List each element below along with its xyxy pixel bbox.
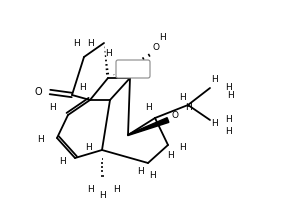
Text: H: H — [87, 40, 93, 49]
FancyBboxPatch shape — [116, 60, 150, 78]
Text: H: H — [225, 83, 231, 92]
Text: H: H — [212, 75, 218, 84]
Text: H: H — [100, 192, 106, 201]
Text: H: H — [137, 167, 143, 176]
Text: H: H — [49, 103, 55, 112]
Text: Abs: Abs — [126, 64, 140, 73]
Text: H: H — [225, 128, 231, 136]
Text: H: H — [212, 120, 218, 129]
Text: H: H — [79, 83, 85, 92]
Text: O: O — [34, 87, 42, 97]
Text: O: O — [153, 43, 160, 52]
Text: H: H — [113, 185, 119, 194]
Text: H: H — [149, 172, 155, 181]
Text: H: H — [59, 157, 65, 166]
Text: H: H — [167, 152, 173, 161]
Text: H: H — [159, 33, 165, 42]
Text: H: H — [37, 135, 43, 144]
Text: H: H — [179, 143, 185, 153]
Text: H: H — [179, 93, 185, 102]
Text: H: H — [85, 143, 91, 153]
Text: H: H — [227, 92, 233, 101]
Text: H: H — [73, 40, 79, 49]
Polygon shape — [128, 118, 169, 135]
Text: H: H — [186, 103, 192, 112]
Text: H: H — [105, 49, 112, 58]
Text: H: H — [145, 103, 151, 112]
Text: H: H — [87, 185, 93, 194]
Text: H: H — [225, 115, 231, 124]
Text: O: O — [171, 111, 179, 120]
